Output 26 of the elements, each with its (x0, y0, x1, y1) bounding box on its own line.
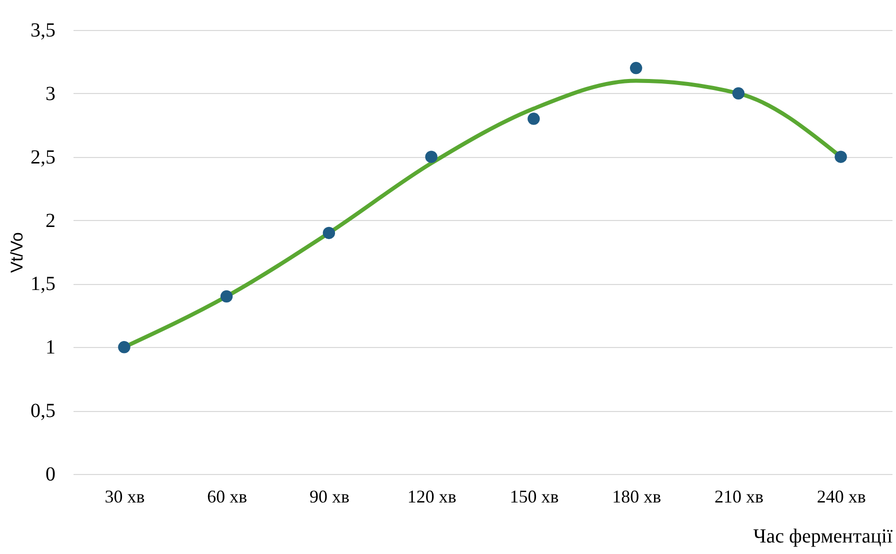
y-tick-label: 1,5 (30, 273, 56, 296)
x-tick-label: 150 хв (510, 486, 559, 506)
x-tick-label: 60 хв (207, 486, 248, 506)
y-tick-label: 2,5 (30, 146, 56, 168)
x-tick-label: 30 хв (104, 486, 145, 506)
x-tick-label: 180 хв (612, 486, 662, 506)
y-tick-label: 0,5 (30, 400, 56, 422)
point (118, 341, 130, 354)
x-tick-label: 90 хв (309, 486, 350, 506)
x-tick-label: 240 хв (816, 486, 866, 506)
x-axis-title: Час ферментації (753, 526, 893, 548)
point (834, 150, 847, 163)
point (220, 290, 233, 303)
x-tick-label: 210 хв (714, 486, 764, 506)
point (732, 87, 745, 100)
y-tick-label: 2 (46, 210, 56, 232)
point (425, 150, 438, 163)
point (322, 226, 336, 240)
x-tick-label: 120 хв (407, 486, 456, 506)
point (528, 112, 540, 125)
y-axis-title: Vt/Vo (8, 232, 26, 273)
y-tick-label: 3 (46, 82, 56, 105)
y-tick-label: 3,5 (30, 20, 56, 42)
y-tick-label: 1 (46, 336, 56, 359)
y-tick-label: 0 (46, 464, 56, 486)
point (630, 62, 642, 74)
